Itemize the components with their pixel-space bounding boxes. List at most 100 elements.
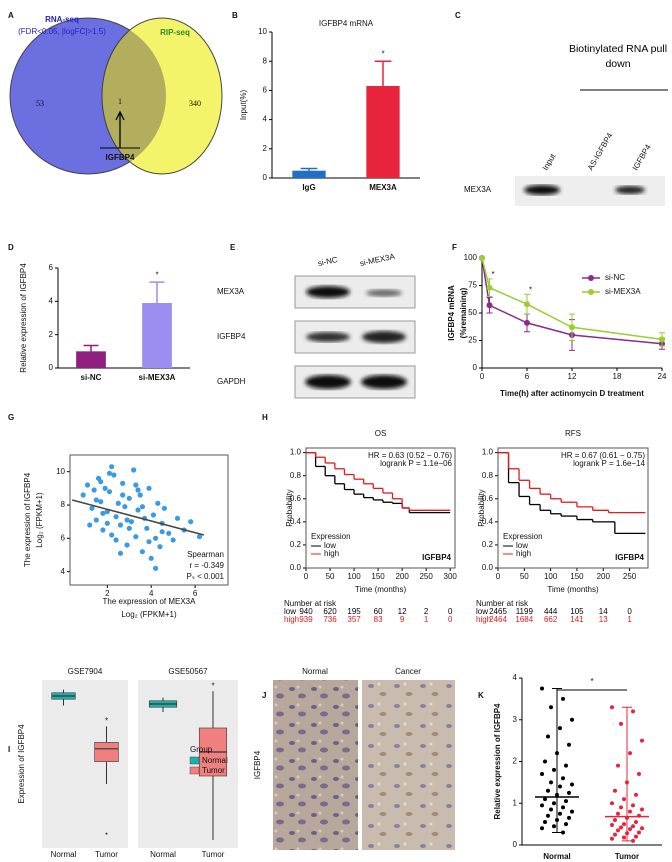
point xyxy=(570,717,574,722)
fit-line xyxy=(72,499,205,536)
point xyxy=(561,830,565,835)
point xyxy=(549,807,553,812)
point xyxy=(93,497,99,503)
risk-title: Number at risk xyxy=(284,599,337,608)
point xyxy=(150,512,156,518)
hr: HR = 0.63 (0.52 − 0.76) xyxy=(368,451,452,460)
point xyxy=(613,832,617,837)
marker xyxy=(486,284,493,291)
risk-count: 83 xyxy=(374,615,383,624)
x-tick-label: Normal xyxy=(543,852,571,861)
y-tick-label: 1.0 xyxy=(482,448,494,457)
legend-marker xyxy=(588,289,594,295)
ihc-image xyxy=(273,680,358,850)
chart-title: GSE50567 xyxy=(168,667,208,676)
risk-count: 2464 xyxy=(489,615,507,624)
y-tick-label: 2 xyxy=(49,330,54,339)
panel-label: D xyxy=(8,243,14,252)
hr: HR = 0.67 (0.61 − 0.75) xyxy=(561,451,645,460)
axis-title: Relative expression of IGFBP4 xyxy=(493,703,502,820)
range-bar xyxy=(622,706,632,842)
point xyxy=(133,534,139,540)
point xyxy=(619,825,623,830)
point xyxy=(157,544,163,550)
significance: * xyxy=(529,285,532,294)
bar xyxy=(142,303,172,368)
risk-row-label: high xyxy=(284,615,299,624)
x-tick-label: 12 xyxy=(568,372,577,381)
risk-count: 1684 xyxy=(515,615,533,624)
point xyxy=(100,527,106,533)
point xyxy=(104,520,110,526)
x-tick-label: 250 xyxy=(419,572,433,581)
risk-count: 620 xyxy=(323,607,337,616)
axis-title: The expression of IGFBP4 xyxy=(23,472,32,567)
range-bar xyxy=(552,687,562,833)
band xyxy=(361,375,407,389)
error-bar xyxy=(374,60,392,87)
error-bar xyxy=(300,167,318,171)
y-tick-label: 0 xyxy=(49,363,54,372)
point xyxy=(546,788,550,793)
risk-count: 14 xyxy=(599,607,608,616)
significance: * xyxy=(492,270,495,279)
x-tick-label: MEX3A xyxy=(369,183,397,192)
y-tick-label: 0 xyxy=(513,840,518,849)
risk-count: 13 xyxy=(599,615,608,624)
y-tick-label: 6 xyxy=(263,86,268,95)
x-tick-label: 2 xyxy=(105,589,110,598)
legend-title: Expression xyxy=(503,532,543,541)
point xyxy=(561,776,565,781)
row-label: IGFBP4 xyxy=(253,750,262,779)
y-tick-label: 50 xyxy=(468,308,477,317)
y-tick-label: 0.8 xyxy=(290,471,302,480)
chart-title: OS xyxy=(375,429,387,438)
point xyxy=(152,535,159,541)
point xyxy=(561,805,565,810)
point xyxy=(610,822,614,827)
point xyxy=(133,482,139,488)
panel-label: E xyxy=(230,243,236,252)
x-tick-label: 50 xyxy=(326,572,335,581)
lane-label: AS-IGFBP4 xyxy=(586,131,615,172)
point xyxy=(540,803,544,808)
panel-label: C xyxy=(455,11,461,20)
y-tick-label: 0.6 xyxy=(290,494,302,503)
point xyxy=(549,780,553,785)
row-label: MEX3A xyxy=(217,287,245,296)
point xyxy=(148,555,154,561)
row-label: IGFBP4 xyxy=(217,332,246,341)
y-tick-label: 10 xyxy=(258,27,267,36)
x-tick-label: 18 xyxy=(613,372,622,381)
risk-count: 60 xyxy=(374,607,383,616)
x-tick-label: 100 xyxy=(544,572,558,581)
marker xyxy=(569,324,575,331)
row-label: GAPDH xyxy=(217,377,246,386)
chart-title: RFS xyxy=(565,429,581,438)
risk-count: 662 xyxy=(544,615,558,624)
point xyxy=(109,464,115,470)
ihc-image xyxy=(362,680,455,850)
legend-label: low xyxy=(516,541,528,550)
legend-key xyxy=(189,766,200,775)
axis-title: Expression of IGFBP4 xyxy=(17,724,26,804)
point xyxy=(126,495,132,501)
axis-title: Relative expression of IGFBP4 xyxy=(19,263,28,373)
gene: IGFBP4 xyxy=(615,553,644,562)
marker xyxy=(479,255,485,261)
point xyxy=(549,705,553,710)
lane-label: IGFBP4 xyxy=(631,142,653,172)
annotation: Pₛ < 0.001 xyxy=(187,572,225,581)
outlier xyxy=(105,832,108,835)
risk-count: 105 xyxy=(570,607,584,616)
x-tick-label: 200 xyxy=(597,572,611,581)
plot-frame xyxy=(305,447,456,569)
risk-count: 195 xyxy=(347,607,361,616)
point xyxy=(166,530,172,536)
legend-label: high xyxy=(516,549,531,558)
point xyxy=(570,782,574,787)
risk-row-label: high xyxy=(476,615,491,624)
chart-title: GSE7904 xyxy=(68,667,103,676)
point xyxy=(139,504,146,510)
